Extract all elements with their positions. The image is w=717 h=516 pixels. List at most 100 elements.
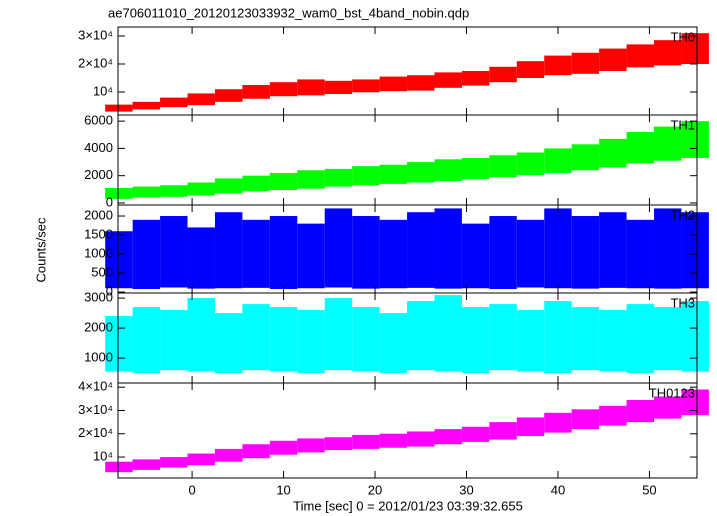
range-bar [297,223,325,289]
x-axis-label: Time [sec] 0 = 2012/01/23 03:39:32.655 [293,498,523,513]
range-bar [489,155,517,178]
range-bar [407,212,435,288]
range-bar [654,396,682,419]
range-bar [407,75,435,91]
y-tick-label: 2000 [84,320,113,335]
y-tick-label: 2×10⁴ [78,425,113,440]
range-bar [105,187,133,199]
range-bar [461,426,490,442]
range-bar [242,175,270,192]
range-bar [434,295,462,372]
range-bar [489,422,517,440]
y-tick-label: 3×10⁴ [78,27,113,42]
range-bar [407,301,435,371]
range-bar [599,138,627,168]
range-bar [269,216,298,290]
range-bar [544,55,572,76]
range-bar [132,219,161,290]
range-bar [132,459,161,470]
range-bar [242,304,270,371]
range-bar [681,121,709,158]
range-bar [516,310,545,372]
range-bar [105,104,133,112]
x-tick-label: 0 [188,482,195,497]
y-tick-label: 10⁴ [93,448,113,463]
range-bar [434,159,462,182]
y-tick-label: 3000 [84,290,113,305]
range-bar [489,216,517,290]
y-tick-label: 1500 [84,226,113,241]
range-bar [297,79,325,96]
range-bar [160,216,188,288]
x-tick-label: 20 [368,482,382,497]
range-bar [516,152,545,175]
range-bar [379,76,408,92]
range-bar [654,126,682,161]
range-bar [324,208,353,288]
panel-label: TH0 [670,29,695,44]
range-bar [461,71,490,86]
range-bar [269,440,298,455]
range-bar [571,409,600,430]
range-bar [132,307,161,374]
range-bar [599,48,627,71]
range-bar [516,219,545,288]
x-tick-label: 10 [276,482,290,497]
y-tick-label: 10⁴ [93,83,113,98]
range-bar [132,101,161,110]
range-bar [214,212,243,289]
range-bar [461,223,490,289]
range-bar [105,316,133,372]
y-tick-label: 1000 [84,245,113,260]
range-bar [626,399,655,423]
panel-frame [117,382,698,479]
range-bar [214,448,243,462]
range-bar [352,434,380,449]
range-bar [654,40,682,66]
chart-title: ae706011010_20120123033932_wam0_bst_4ban… [108,5,469,20]
y-tick-label: 3×10⁴ [78,402,113,417]
y-tick-label: 4000 [84,140,113,155]
range-bar [489,66,517,83]
range-bar [160,185,188,197]
x-tick-label: 30 [459,482,473,497]
range-bar [599,310,627,372]
range-bar [187,182,215,196]
range-bar [489,304,517,371]
range-bar [379,219,408,289]
range-bar [352,166,380,186]
range-bar [214,313,243,374]
range-bar [681,301,709,372]
range-bar [214,178,243,194]
range-bar [407,162,435,183]
y-tick-label: 500 [91,264,113,279]
range-bar [324,80,353,94]
y-axis-label: Counts/sec [33,217,48,283]
range-bar [571,52,600,74]
x-tick-label: 50 [642,482,656,497]
x-tick-label: 40 [551,482,565,497]
range-bar [187,93,215,106]
range-bar [352,216,380,289]
range-bar [242,85,270,99]
range-bar [352,307,380,372]
range-bar [160,310,188,371]
range-bar [516,61,545,79]
range-bar [352,79,380,93]
range-bar [654,307,682,371]
range-bar [187,298,215,372]
range-bar [324,298,353,371]
range-bar [544,412,572,433]
range-bar [105,461,133,473]
range-bar [132,186,161,198]
range-bar [626,219,655,289]
panel-label: TH2 [670,207,695,222]
range-bar [544,208,572,289]
y-tick-label: 2000 [84,167,113,182]
range-bar [160,457,188,468]
range-bar [599,405,627,426]
range-bar [571,144,600,171]
range-bar [626,304,655,374]
y-tick-label: 2×10⁴ [78,55,113,70]
